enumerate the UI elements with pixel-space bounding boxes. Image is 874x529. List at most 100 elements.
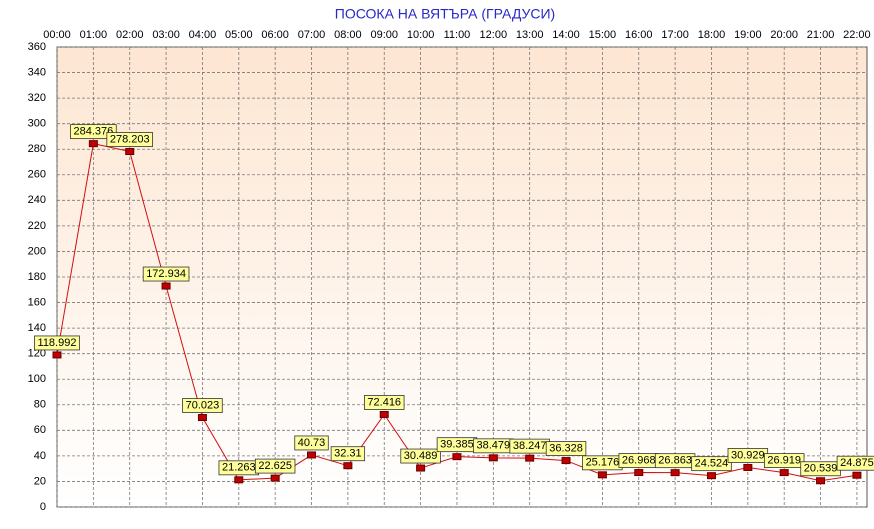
x-tick-label: 12:00 xyxy=(480,29,508,41)
y-tick-label: 320 xyxy=(28,92,46,104)
label-box xyxy=(836,455,874,471)
data-label: 24.524 xyxy=(695,458,729,470)
data-point xyxy=(416,464,426,472)
data-label: 26.968 xyxy=(622,454,656,466)
data-label: 38.247 xyxy=(513,440,547,452)
data-point xyxy=(816,477,826,485)
data-point xyxy=(234,476,244,484)
y-tick-label: 0 xyxy=(40,501,46,513)
y-tick-label: 220 xyxy=(28,220,46,232)
y-tick-label: 140 xyxy=(28,322,46,334)
label-box xyxy=(70,124,117,140)
data-point xyxy=(161,282,171,290)
x-tick-label: 20:00 xyxy=(770,29,798,41)
data-point xyxy=(452,453,462,461)
data-label: 40.73 xyxy=(298,437,326,449)
x-tick-label: 04:00 xyxy=(189,29,217,41)
data-label: 22.625 xyxy=(258,460,292,472)
label-box xyxy=(142,266,190,282)
data-point xyxy=(525,454,535,462)
data-point xyxy=(597,471,607,479)
label-box xyxy=(763,453,805,469)
data-point xyxy=(670,469,680,477)
label-box xyxy=(691,456,732,472)
y-tick-label: 340 xyxy=(28,66,46,78)
x-tick-label: 19:00 xyxy=(734,29,762,41)
x-tick-label: 06:00 xyxy=(261,29,289,41)
data-label: 172.934 xyxy=(146,268,186,280)
x-tick-label: 11:00 xyxy=(444,29,471,41)
label-box xyxy=(34,335,80,351)
data-label: 30.489 xyxy=(404,450,438,462)
y-tick-label: 200 xyxy=(28,245,46,257)
data-label: 36.328 xyxy=(549,442,583,454)
y-tick-label: 100 xyxy=(28,373,46,385)
x-tick-label: 07:00 xyxy=(298,29,326,41)
data-point xyxy=(852,471,862,479)
y-tick-label: 180 xyxy=(28,271,46,283)
data-point xyxy=(634,469,644,477)
x-tick-label: 22:00 xyxy=(843,29,871,41)
data-label: 26.919 xyxy=(767,455,801,467)
data-label: 26.863 xyxy=(658,455,692,467)
x-tick-label: 16:00 xyxy=(625,29,653,41)
data-label: 24.875 xyxy=(840,457,874,469)
data-point xyxy=(125,148,135,156)
x-tick-label: 18:00 xyxy=(698,29,726,41)
y-tick-label: 280 xyxy=(28,143,46,155)
label-box xyxy=(254,458,296,474)
data-label: 25.176 xyxy=(586,457,620,469)
data-label: 32.31 xyxy=(334,448,362,460)
y-tick-label: 40 xyxy=(34,450,46,462)
data-point xyxy=(706,472,716,480)
label-box xyxy=(364,395,405,410)
data-label: 118.992 xyxy=(38,337,77,349)
data-point xyxy=(52,351,62,359)
x-tick-label: 10:00 xyxy=(407,29,435,41)
x-tick-label: 21:00 xyxy=(807,29,835,41)
x-tick-label: 17:00 xyxy=(661,29,689,41)
data-label: 30.929 xyxy=(731,449,765,461)
data-point xyxy=(779,469,789,477)
y-tick-label: 160 xyxy=(28,296,46,308)
data-label: 20.539 xyxy=(804,463,838,475)
data-point xyxy=(307,451,317,459)
y-tick-label: 300 xyxy=(28,118,46,130)
label-box xyxy=(182,398,223,413)
label-box xyxy=(106,132,154,147)
chart-title: ПОСОКА НА ВЯТЪРА (ГРАДУСИ) xyxy=(335,6,555,22)
y-tick-label: 20 xyxy=(34,475,46,487)
x-tick-label: 13:00 xyxy=(516,29,544,41)
label-box xyxy=(400,448,441,464)
y-tick-label: 120 xyxy=(28,348,46,360)
data-point xyxy=(88,140,98,148)
data-point xyxy=(488,454,498,462)
y-tick-label: 80 xyxy=(34,399,46,411)
data-label: 38.479 xyxy=(476,440,510,452)
data-label: 278.203 xyxy=(110,133,150,145)
x-tick-label: 02:00 xyxy=(116,29,144,41)
data-label: 70.023 xyxy=(186,399,220,411)
x-tick-label: 01:00 xyxy=(80,29,108,41)
data-label: 39.385 xyxy=(440,439,474,451)
label-box xyxy=(294,435,329,451)
label-box xyxy=(330,446,366,462)
y-tick-label: 240 xyxy=(28,194,46,206)
data-point xyxy=(343,462,353,470)
data-label: 72.416 xyxy=(367,396,401,408)
data-label: 284.376 xyxy=(73,126,113,138)
data-point xyxy=(743,463,753,471)
x-tick-label: 14:00 xyxy=(552,29,580,41)
y-tick-label: 60 xyxy=(34,424,46,436)
x-tick-label: 15:00 xyxy=(589,29,617,41)
x-tick-label: 05:00 xyxy=(225,29,253,41)
x-tick-label: 08:00 xyxy=(334,29,362,41)
label-box xyxy=(545,441,587,456)
x-tick-label: 00:00 xyxy=(43,29,71,41)
y-tick-label: 360 xyxy=(28,41,46,53)
data-point xyxy=(379,410,389,418)
data-point xyxy=(270,474,280,482)
data-label: 21.263 xyxy=(222,462,256,474)
y-tick-label: 260 xyxy=(28,169,46,181)
